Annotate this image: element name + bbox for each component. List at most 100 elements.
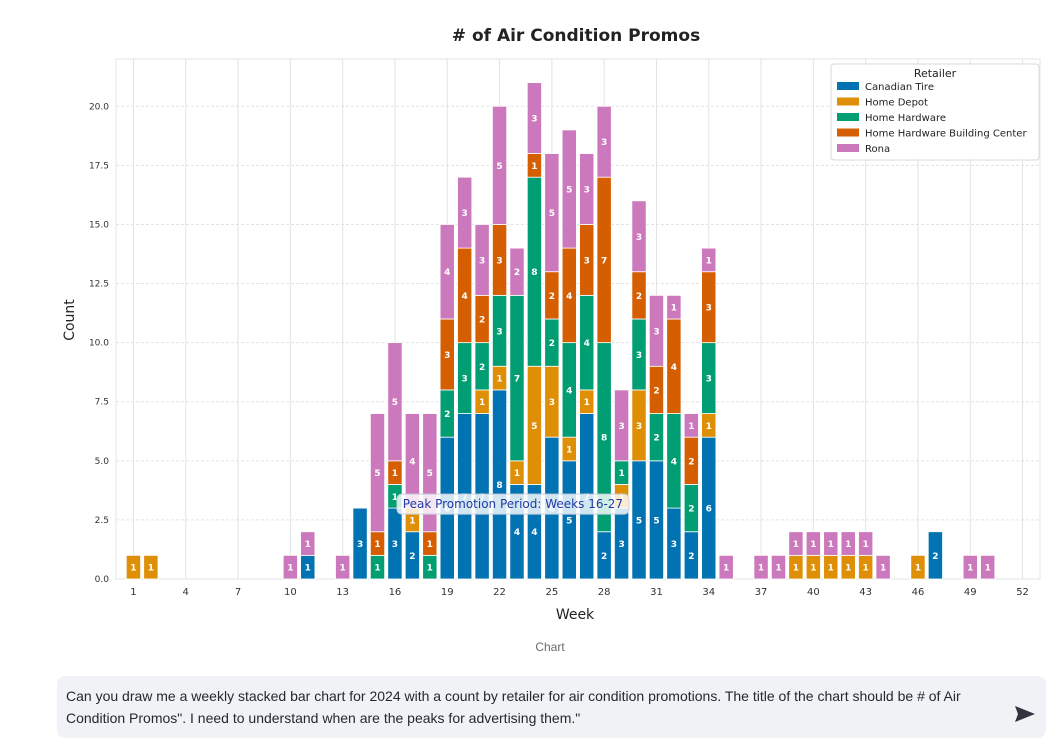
bar-value-label: 1 — [915, 564, 921, 574]
y-tick-label: 12.5 — [89, 280, 109, 290]
y-tick-label: 15.0 — [89, 220, 109, 230]
bar-value-label: 1 — [775, 564, 781, 574]
x-tick-label: 25 — [545, 587, 558, 598]
bar-value-label: 8 — [496, 481, 502, 491]
bar-value-label: 1 — [810, 564, 816, 574]
bar-segment — [753, 554, 769, 580]
bar-segment — [457, 176, 473, 249]
x-tick-label: 16 — [389, 587, 402, 598]
bar-value-label: 2 — [601, 552, 607, 562]
bar-value-label: 5 — [653, 516, 659, 526]
x-tick-label: 7 — [235, 587, 241, 598]
bar-value-label: 3 — [462, 209, 468, 219]
chat-input-text[interactable]: Can you draw me a weekly stacked bar cha… — [66, 688, 961, 726]
bar-value-label: 5 — [496, 162, 502, 172]
x-tick-label: 34 — [702, 587, 715, 598]
bar-value-label: 4 — [671, 363, 677, 373]
bar-value-label: 4 — [566, 292, 572, 302]
legend-box — [830, 63, 1040, 161]
send-arrow-icon[interactable] — [1014, 705, 1036, 723]
bar-segment — [840, 531, 856, 556]
bar-value-label: 3 — [618, 540, 624, 550]
bar-value-label: 8 — [531, 268, 537, 278]
bar-value-label: 3 — [636, 233, 642, 243]
bar-value-label: 1 — [967, 564, 973, 574]
bar-value-label: 3 — [653, 327, 659, 337]
bar-value-label: 1 — [828, 540, 834, 550]
bar-segment — [962, 554, 978, 580]
bar-value-label: 3 — [618, 422, 624, 432]
bar-segment — [701, 247, 717, 273]
bar-value-label: 4 — [584, 339, 590, 349]
bar-value-label: 1 — [427, 540, 433, 550]
bar-segment — [125, 554, 141, 580]
x-tick-label: 37 — [755, 587, 768, 598]
y-tick-label: 0.0 — [95, 575, 110, 585]
x-tick-label: 40 — [807, 587, 820, 598]
bar-value-label: 1 — [584, 398, 590, 408]
x-axis: 1 4 7 10 13 16 19 22 25 28 31 34 37 40 43 46 49 52 — [130, 587, 1029, 598]
y-axis: 0.0 2.5 5.0 7.5 10.0 12.5 15.0 17.5 20.0 — [89, 102, 109, 585]
bar-value-label: 1 — [793, 564, 799, 574]
bar-value-label: 4 — [671, 457, 677, 467]
bar-value-label: 2 — [636, 292, 642, 302]
x-tick-label: 49 — [964, 587, 977, 598]
bar-value-label: 2 — [653, 434, 659, 444]
bar-segment — [300, 531, 316, 556]
bar-value-label: 1 — [863, 540, 869, 550]
bar-segment — [335, 554, 351, 580]
bar-value-label: 3 — [636, 351, 642, 361]
bar-value-label: 1 — [793, 540, 799, 550]
legend: Retailer Canadian Tire Home Depot Home Hard… — [830, 63, 1040, 161]
bar-value-label: 1 — [392, 493, 398, 503]
bar-value-labels: 1111113115311521411562347343712238133541… — [130, 115, 991, 574]
bar-value-label: 1 — [688, 422, 694, 432]
bar-value-label: 1 — [566, 446, 572, 456]
bar-value-label: 1 — [130, 564, 136, 574]
bar-value-label: 4 — [531, 528, 537, 538]
bar-value-label: 3 — [444, 351, 450, 361]
bar-value-label: 4 — [514, 528, 520, 538]
x-tick-label: 52 — [1016, 587, 1029, 598]
bar-segment — [439, 224, 455, 320]
bar-value-label: 1 — [828, 564, 834, 574]
bar-value-label: 2 — [444, 410, 450, 420]
x-tick-label: 31 — [650, 587, 663, 598]
bar-value-label: 1 — [863, 564, 869, 574]
bar-segment — [805, 531, 821, 556]
x-tick-label: 4 — [183, 587, 189, 598]
bar-value-label: 1 — [671, 304, 677, 314]
bars — [125, 82, 996, 580]
bar-value-label: 3 — [462, 375, 468, 385]
bar-value-label: 1 — [374, 564, 380, 574]
bar-value-label: 1 — [374, 540, 380, 550]
bar-value-label: 3 — [357, 540, 363, 550]
bar-value-label: 1 — [758, 564, 764, 574]
bar-value-label: 5 — [392, 398, 398, 408]
bar-value-label: 3 — [584, 186, 590, 196]
y-tick-label: 10.0 — [89, 339, 109, 349]
chat-input-box[interactable]: Can you draw me a weekly stacked bar cha… — [57, 676, 1046, 738]
bar-value-label: 7 — [514, 375, 520, 385]
bar-segment — [596, 105, 612, 178]
bar-value-label: 1 — [706, 256, 712, 266]
bar-value-label: 2 — [549, 339, 555, 349]
bar-segment — [858, 531, 874, 556]
legend-label: Home Hardware — [865, 113, 946, 124]
bar-value-label: 3 — [496, 327, 502, 337]
bar-segment — [788, 531, 804, 556]
bar-value-label: 3 — [496, 256, 502, 266]
bar-value-label: 2 — [688, 457, 694, 467]
bar-segment — [143, 554, 159, 580]
bar-segment — [631, 200, 647, 273]
legend-label: Home Depot — [865, 98, 928, 109]
bar-segment — [352, 507, 368, 580]
x-axis-label: Week — [556, 607, 595, 623]
bar-value-label: 7 — [601, 256, 607, 266]
x-tick-label: 43 — [859, 587, 872, 598]
y-tick-label: 20.0 — [89, 102, 109, 112]
bar-segment — [614, 389, 630, 462]
bar-value-label: 2 — [688, 552, 694, 562]
bar-value-label: 3 — [584, 256, 590, 266]
bar-value-label: 5 — [531, 422, 537, 432]
